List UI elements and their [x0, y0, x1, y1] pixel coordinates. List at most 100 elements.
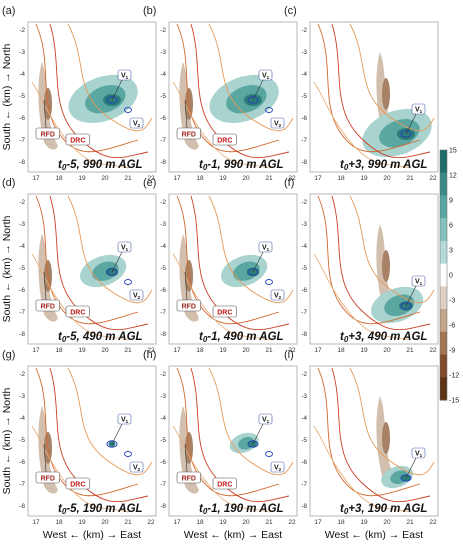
panel-grid: (a) -2 -3 -4 -5 -6 -7 -8 17 18 19 20 21 22 t0-5, 990 m… [2, 5, 439, 526]
v1-label: V1 [121, 417, 129, 425]
vortex-contour [247, 440, 259, 448]
y-tick-label: -7 [301, 481, 307, 488]
x-tick-label: 21 [406, 347, 414, 354]
rfd-box [176, 127, 201, 140]
drc-box [212, 133, 237, 146]
x-tick-label: 20 [242, 519, 250, 526]
colorbar-segment [440, 286, 447, 310]
v2-box [270, 461, 285, 473]
x-tick-label: 18 [55, 519, 63, 526]
y-axis-label: South ← (km) → North [1, 43, 13, 150]
contour-line [208, 23, 294, 132]
x-tick-label: 18 [337, 347, 345, 354]
vortex-contour [247, 268, 259, 276]
x-tick-label: 20 [101, 347, 109, 354]
rfd-shading [38, 234, 58, 322]
v1-box [411, 447, 426, 459]
y-tick-label: -5 [160, 437, 166, 444]
v2-box [129, 117, 144, 129]
drc-label: DRC [70, 137, 85, 144]
contour-line [331, 195, 431, 331]
x-tick-label: 19 [219, 175, 227, 182]
y-tick-label: -4 [160, 415, 166, 422]
drc-label: DRC [217, 137, 232, 144]
x-tick-label: 18 [55, 347, 63, 354]
v2-label: V2 [133, 121, 141, 129]
panel-d: (d) -2 -3 -4 -5 -6 -7 -8 17 18 19 20 21 22 t0-5, 490 m… [2, 177, 157, 354]
v1-leader [111, 423, 123, 445]
x-tick-label: 22 [147, 519, 155, 526]
contour-line [208, 367, 294, 476]
rfd-shading-core [382, 250, 390, 282]
rfd-box [35, 127, 60, 140]
contour-line [172, 425, 270, 513]
v2-contour [265, 279, 273, 285]
panel-label: (a) [2, 5, 15, 17]
rfd-leader [43, 443, 47, 473]
v2-box [129, 461, 144, 473]
v1-leader [252, 79, 264, 101]
y-tick-label: -3 [301, 221, 307, 228]
contour-line [349, 195, 435, 304]
y-tick-label: -2 [19, 371, 25, 378]
rfd-box [35, 299, 60, 312]
panel-a: (a) -2 -3 -4 -5 -6 -7 -8 17 18 19 20 21 22 t0-5, 990 m… [2, 5, 157, 182]
v2-label: V2 [274, 465, 282, 473]
contour-line [31, 81, 129, 169]
v1-box [258, 241, 273, 253]
y-tick-label: -5 [19, 93, 25, 100]
x-tick-label: 20 [383, 175, 391, 182]
rfd-leader [43, 99, 47, 129]
x-tick-label: 21 [265, 175, 273, 182]
y-tick-label: -3 [19, 221, 25, 228]
x-tick-label: 21 [124, 519, 132, 526]
colorbar-tick-label: -3 [449, 298, 455, 305]
v2-label: V2 [133, 293, 141, 301]
panel-frame [309, 193, 439, 345]
colorbar-tick-label: 3 [449, 248, 453, 255]
contour-line [317, 195, 421, 325]
y-tick-label: -5 [301, 265, 307, 272]
colorbar-segment [440, 195, 447, 219]
rfd-label: RFD [182, 475, 196, 482]
y-tick-label: -7 [19, 481, 25, 488]
rfd-shading [179, 234, 199, 322]
colorbar-segment [440, 377, 447, 401]
y-tick-label: -3 [19, 393, 25, 400]
time-height-label: t0-5, 190 m AGL [58, 503, 143, 516]
rfd-label: RFD [41, 131, 55, 138]
y-tick-label: -2 [19, 199, 25, 206]
x-tick-label: 21 [406, 175, 414, 182]
contour-line [172, 253, 270, 341]
y-tick-label: -3 [160, 221, 166, 228]
panel-frame [309, 365, 439, 517]
axis-labels: South ← (km) → North South ← (km) → North… [1, 43, 423, 541]
panel-label: (b) [143, 5, 156, 17]
contour-line [67, 367, 153, 476]
y-tick-label: -2 [160, 371, 166, 378]
y-tick-label: -3 [301, 393, 307, 400]
vortex-contour [400, 302, 412, 310]
v1-leader [405, 457, 417, 479]
y-tick-label: -2 [301, 199, 307, 206]
contour-line [349, 23, 435, 132]
y-tick-label: -2 [160, 27, 166, 34]
x-axis-label: West ← (km) → East [43, 529, 141, 541]
v1-leader [252, 423, 264, 445]
time-height-label: t0+3, 490 m AGL [340, 331, 427, 344]
x-tick-label: 18 [196, 519, 204, 526]
panel-label: (d) [2, 177, 15, 189]
y-tick-label: -6 [19, 459, 25, 466]
contour-line [313, 425, 411, 513]
y-tick-label: -6 [160, 287, 166, 294]
y-tick-label: -8 [301, 503, 307, 510]
x-tick-label: 22 [147, 175, 155, 182]
drc-box [65, 305, 90, 318]
y-tick-label: -4 [160, 71, 166, 78]
drc-box [212, 305, 237, 318]
x-tick-label: 18 [196, 347, 204, 354]
colorbar-tick-label: -6 [449, 323, 455, 330]
time-height-label: t0-1, 990 m AGL [199, 159, 284, 172]
